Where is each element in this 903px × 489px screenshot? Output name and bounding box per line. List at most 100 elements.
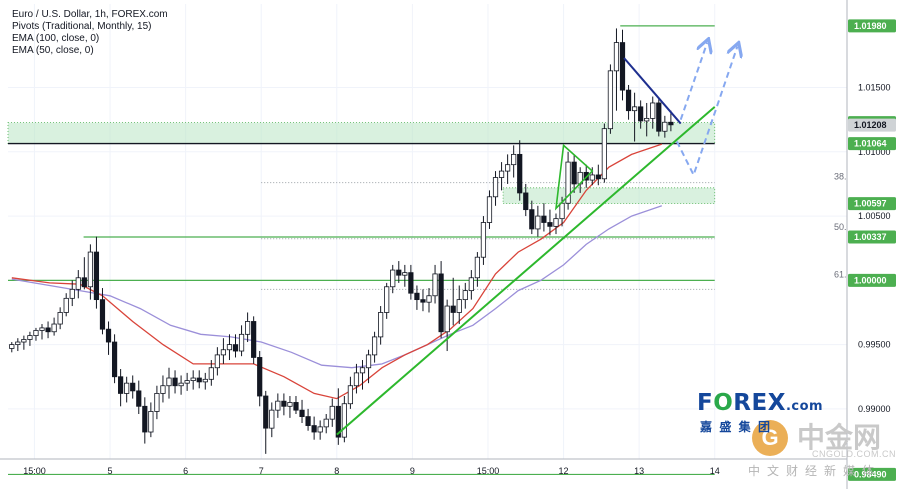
candles — [9, 28, 674, 454]
candle-body — [238, 333, 245, 352]
forex-logo: FOREX.com — [697, 390, 823, 416]
candle-body — [347, 385, 354, 405]
price-tag-label: 1.01064 — [854, 139, 887, 149]
candle-body — [9, 344, 15, 349]
candle-body — [160, 385, 166, 394]
candle-body — [232, 344, 239, 352]
y-tick-label: 1.01000 — [858, 147, 891, 157]
candle-body — [33, 330, 39, 337]
brand-o-icon: O — [713, 390, 734, 416]
candle-body — [462, 290, 468, 301]
candle-body — [371, 336, 378, 356]
watermark-url: CNGOLD.COM.CN — [812, 449, 897, 459]
level-price-tag — [848, 137, 896, 151]
support-zone — [7, 122, 716, 144]
x-tick-label: 8 — [334, 466, 339, 476]
candle-body — [220, 349, 227, 356]
x-tick-label: 5 — [108, 466, 113, 476]
candle-body — [359, 367, 366, 374]
candle-body — [245, 321, 251, 335]
candle-body — [619, 42, 626, 91]
candle-body — [365, 354, 372, 369]
brand-dotcom: .com — [785, 399, 824, 414]
candle-body — [184, 380, 190, 384]
legend-ema100: EMA (100, close, 0) — [12, 33, 100, 44]
ema100-line — [11, 205, 663, 369]
candle-body — [93, 251, 100, 301]
candle-body — [208, 367, 214, 380]
candle-body — [75, 277, 81, 290]
level-price-tag — [848, 197, 896, 211]
candle-body — [438, 273, 444, 333]
support-zones — [7, 122, 716, 205]
brand-rest: REX — [733, 390, 786, 416]
candle-body — [166, 377, 172, 387]
candle-body — [523, 192, 529, 211]
candle-body — [142, 405, 148, 433]
cngold-logo-icon: G — [752, 420, 788, 456]
candle-body — [57, 312, 63, 325]
candle-body — [214, 354, 220, 369]
trend-drawings — [336, 43, 738, 436]
candle-body — [505, 164, 511, 172]
candle-body — [305, 416, 311, 426]
candle-body — [341, 403, 347, 438]
candle-body — [136, 390, 142, 407]
candle-body — [402, 272, 408, 276]
watermark-cn: 中金网 — [797, 422, 882, 453]
candle-body — [420, 299, 426, 303]
candle-body — [45, 327, 51, 333]
candle-body — [498, 170, 505, 178]
candle-body — [511, 153, 517, 166]
uptrend-line — [336, 106, 716, 436]
candle-body — [51, 323, 57, 333]
candle-body — [226, 344, 233, 351]
candle-body — [535, 215, 541, 230]
candle-body — [474, 256, 480, 279]
candle-body — [480, 222, 487, 258]
candle-body — [130, 382, 136, 392]
candle-body — [529, 209, 535, 230]
candle-body — [408, 272, 414, 294]
level-price-tag — [848, 273, 896, 287]
level-price-tag — [848, 467, 896, 481]
watermark-logo-char: G — [761, 425, 779, 450]
candle-body — [565, 161, 571, 204]
price-tag-label: 1.00337 — [854, 232, 887, 242]
y-tick-label: 0.99500 — [858, 340, 891, 350]
candle-body — [63, 297, 69, 313]
candle-body — [414, 292, 420, 301]
price-tag-label: 1.01208 — [854, 120, 887, 130]
candle-body — [148, 411, 154, 433]
candle-body — [607, 70, 614, 130]
candle-body — [335, 405, 341, 438]
candle-body — [486, 196, 493, 223]
price-tag-label: 1.01980 — [854, 21, 887, 31]
current-price-tag — [848, 118, 896, 132]
candle-body — [154, 393, 160, 412]
projection-arrow — [679, 43, 708, 121]
fib-label: 38. — [834, 172, 847, 182]
candle-body — [613, 42, 620, 72]
fib-label: 61. — [834, 269, 847, 279]
candle-body — [632, 106, 638, 112]
ema50-line — [11, 143, 663, 400]
candle-body — [559, 202, 565, 220]
candle-body — [547, 222, 553, 227]
candle-body — [589, 174, 595, 181]
candle-body — [553, 218, 559, 227]
candle-body — [257, 357, 263, 397]
candle-body — [263, 395, 269, 429]
price-tag-label: 0.98490 — [854, 469, 887, 479]
x-tick-label: 14 — [710, 466, 720, 476]
candle-body — [15, 341, 21, 346]
candle-body — [251, 321, 257, 358]
candle-body — [595, 174, 601, 180]
chart-legend: Euro / U.S. Dollar, 1h, FOREX.com Pivots… — [12, 9, 168, 57]
x-tick-label: 12 — [559, 466, 569, 476]
triangle-pattern — [554, 143, 594, 211]
candle-body — [202, 378, 208, 383]
level-price-tag — [848, 19, 896, 33]
price-tag-label: 1.00000 — [854, 275, 887, 285]
